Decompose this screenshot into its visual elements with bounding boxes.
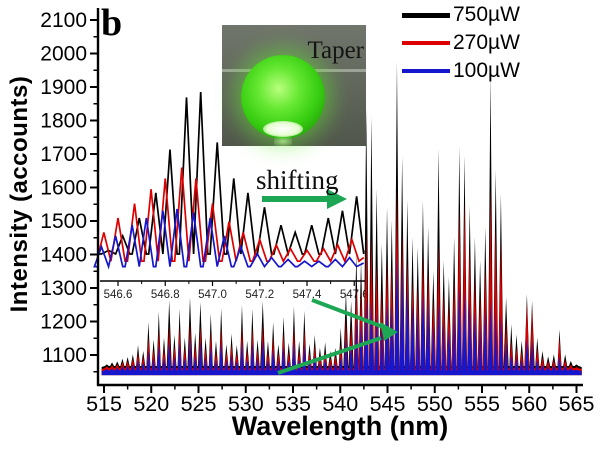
microsphere-photo: Taper — [222, 25, 366, 146]
x-tick-label: 540 — [322, 392, 358, 416]
legend-item-270uW: 270µW — [402, 29, 520, 57]
y-tick-label: 1300 — [40, 277, 87, 300]
legend-label-100uW: 100µW — [453, 59, 520, 82]
inset-spectrum: 546.6 546.8 547.0 547.2 547.4 547.6 — [93, 91, 369, 301]
x-tick-label: 520 — [133, 392, 169, 416]
x-tick-label: 535 — [275, 392, 311, 416]
y-tick-label: 1500 — [40, 210, 87, 233]
y-axis-title: Intensity (accounts) — [6, 75, 33, 313]
legend-swatch-270uW — [402, 41, 450, 45]
legend: 750µW 270µW 100µW — [402, 1, 520, 85]
annotation-arrows — [262, 189, 398, 375]
sphere-stem-glow — [274, 137, 292, 146]
inset-trace-100µW — [93, 208, 365, 270]
x-tick-label: 515 — [86, 392, 122, 416]
y-tick-label: 1400 — [40, 244, 87, 267]
inset-x-tick-label: 547.6 — [340, 289, 369, 301]
y-tick-label: 1200 — [40, 311, 87, 334]
y-tick-label: 1100 — [42, 344, 87, 367]
main-axes: 1100 1200 1300 1400 1500 1600 1700 1800 1900 2000… — [40, 8, 594, 416]
x-tick-label: 530 — [228, 392, 264, 416]
x-tick-label: 565 — [559, 392, 595, 416]
legend-label-270uW: 270µW — [453, 31, 520, 54]
x-tick-label: 525 — [181, 392, 217, 416]
pointer-arrowhead — [380, 322, 398, 341]
inset-x-tick-label: 547.2 — [245, 289, 274, 301]
spectrum-trace-750µW — [101, 61, 582, 376]
x-tick-label: 560 — [511, 392, 547, 416]
shifting-arrowhead — [327, 189, 347, 209]
y-tick-label: 1700 — [40, 143, 87, 166]
legend-item-750uW: 750µW — [402, 1, 520, 29]
y-tick-label: 2100 — [40, 9, 87, 32]
inset-pointer-arrow-lower — [277, 336, 382, 375]
y-tick-label: 1800 — [40, 110, 87, 133]
main-spectrum — [101, 61, 582, 376]
x-tick-label: 555 — [464, 392, 500, 416]
x-tick-label: 550 — [417, 392, 453, 416]
legend-swatch-750uW — [402, 12, 450, 18]
x-tick-label: 545 — [370, 392, 406, 416]
shifting-label: shifting — [256, 165, 339, 195]
inset-x-tick-label: 547.4 — [293, 289, 322, 301]
y-tick-label: 1900 — [40, 76, 87, 99]
sphere-bright-spot — [263, 121, 303, 137]
inset-x-tick-label: 547.0 — [198, 289, 227, 301]
legend-label-750uW: 750µW — [453, 3, 520, 26]
inset-pointer-arrow-upper — [311, 298, 387, 330]
x-axis-title: Wavelength (nm) — [231, 411, 449, 441]
inset-x-tick-label: 546.8 — [151, 289, 180, 301]
inset-x-tick-label: 546.6 — [104, 289, 133, 301]
y-tick-label: 2000 — [40, 43, 87, 66]
legend-swatch-100uW — [402, 69, 450, 73]
panel-label: b — [101, 2, 123, 44]
legend-item-100uW: 100µW — [402, 57, 520, 85]
spectrum-trace-100µW — [101, 254, 582, 376]
spectrum-trace-270µW — [101, 190, 582, 376]
taper-label: Taper — [307, 37, 364, 64]
y-tick-label: 1600 — [40, 177, 87, 200]
